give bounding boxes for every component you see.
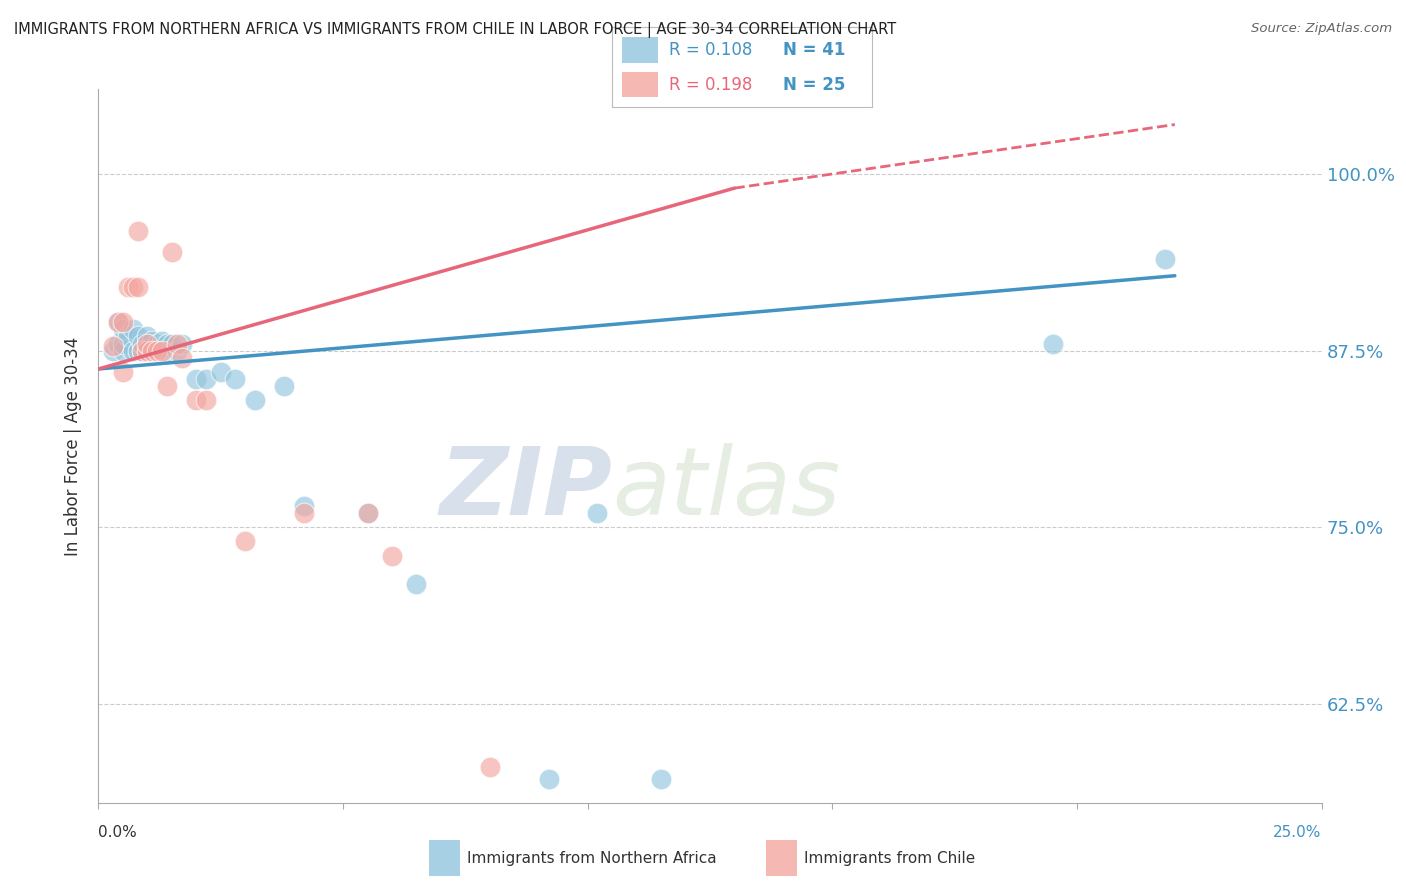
Point <box>160 244 183 259</box>
Point <box>381 549 404 563</box>
Point <box>136 336 159 351</box>
Point <box>111 322 134 336</box>
Point <box>121 280 143 294</box>
Point <box>101 343 124 358</box>
Text: R = 0.198: R = 0.198 <box>669 76 752 94</box>
Point <box>136 343 159 358</box>
Point <box>121 343 143 358</box>
Point <box>166 343 188 358</box>
Text: N = 25: N = 25 <box>783 76 845 94</box>
Point <box>131 343 153 358</box>
Point <box>156 379 179 393</box>
Point <box>111 315 134 329</box>
Point <box>233 534 256 549</box>
Point <box>405 576 427 591</box>
Point <box>273 379 295 393</box>
Point <box>1042 336 1064 351</box>
Point <box>150 339 173 353</box>
Point <box>136 329 159 343</box>
Point <box>131 336 153 351</box>
Text: N = 41: N = 41 <box>783 41 845 59</box>
Point <box>356 506 378 520</box>
Point <box>478 760 501 774</box>
Point <box>141 343 163 358</box>
Point <box>127 329 149 343</box>
Point <box>186 393 208 408</box>
Point <box>224 372 246 386</box>
Point <box>650 772 672 786</box>
Point <box>111 343 134 358</box>
Point <box>146 343 169 358</box>
Point <box>170 336 193 351</box>
Point <box>117 329 139 343</box>
Point <box>146 342 169 356</box>
Point <box>141 334 163 348</box>
Text: Immigrants from Northern Africa: Immigrants from Northern Africa <box>467 851 717 865</box>
Point <box>107 315 129 329</box>
Point <box>292 499 315 513</box>
Point <box>107 315 129 329</box>
Text: 0.0%: 0.0% <box>98 825 138 840</box>
Point <box>117 280 139 294</box>
Point <box>1154 252 1177 266</box>
Point <box>127 280 149 294</box>
Point <box>127 223 149 237</box>
Point <box>166 336 188 351</box>
Point <box>292 506 315 520</box>
Point <box>537 772 560 786</box>
Text: R = 0.108: R = 0.108 <box>669 41 752 59</box>
Point <box>131 343 153 358</box>
Point <box>209 365 232 379</box>
Text: 25.0%: 25.0% <box>1274 825 1322 840</box>
Point <box>195 393 218 408</box>
Y-axis label: In Labor Force | Age 30-34: In Labor Force | Age 30-34 <box>65 336 83 556</box>
Point <box>243 393 266 408</box>
Point <box>107 336 129 351</box>
Text: Immigrants from Chile: Immigrants from Chile <box>804 851 976 865</box>
Point <box>121 322 143 336</box>
Text: IMMIGRANTS FROM NORTHERN AFRICA VS IMMIGRANTS FROM CHILE IN LABOR FORCE | AGE 30: IMMIGRANTS FROM NORTHERN AFRICA VS IMMIG… <box>14 22 896 38</box>
Point <box>195 372 218 386</box>
Point <box>156 336 179 351</box>
Point <box>136 343 159 358</box>
Point <box>127 343 149 358</box>
Point <box>141 339 163 353</box>
Point <box>150 334 173 348</box>
Bar <box>621 71 658 97</box>
Text: atlas: atlas <box>612 443 841 534</box>
Point <box>586 506 609 520</box>
Point <box>156 343 179 358</box>
Point <box>111 365 134 379</box>
Bar <box>621 37 658 62</box>
Point <box>186 372 208 386</box>
Text: Source: ZipAtlas.com: Source: ZipAtlas.com <box>1251 22 1392 36</box>
Point <box>170 351 193 365</box>
Point <box>136 336 159 351</box>
Point <box>146 336 169 351</box>
Text: ZIP: ZIP <box>439 442 612 535</box>
Point <box>160 336 183 351</box>
Point <box>101 339 124 353</box>
Point <box>356 506 378 520</box>
Point <box>150 343 173 358</box>
Point <box>111 336 134 351</box>
